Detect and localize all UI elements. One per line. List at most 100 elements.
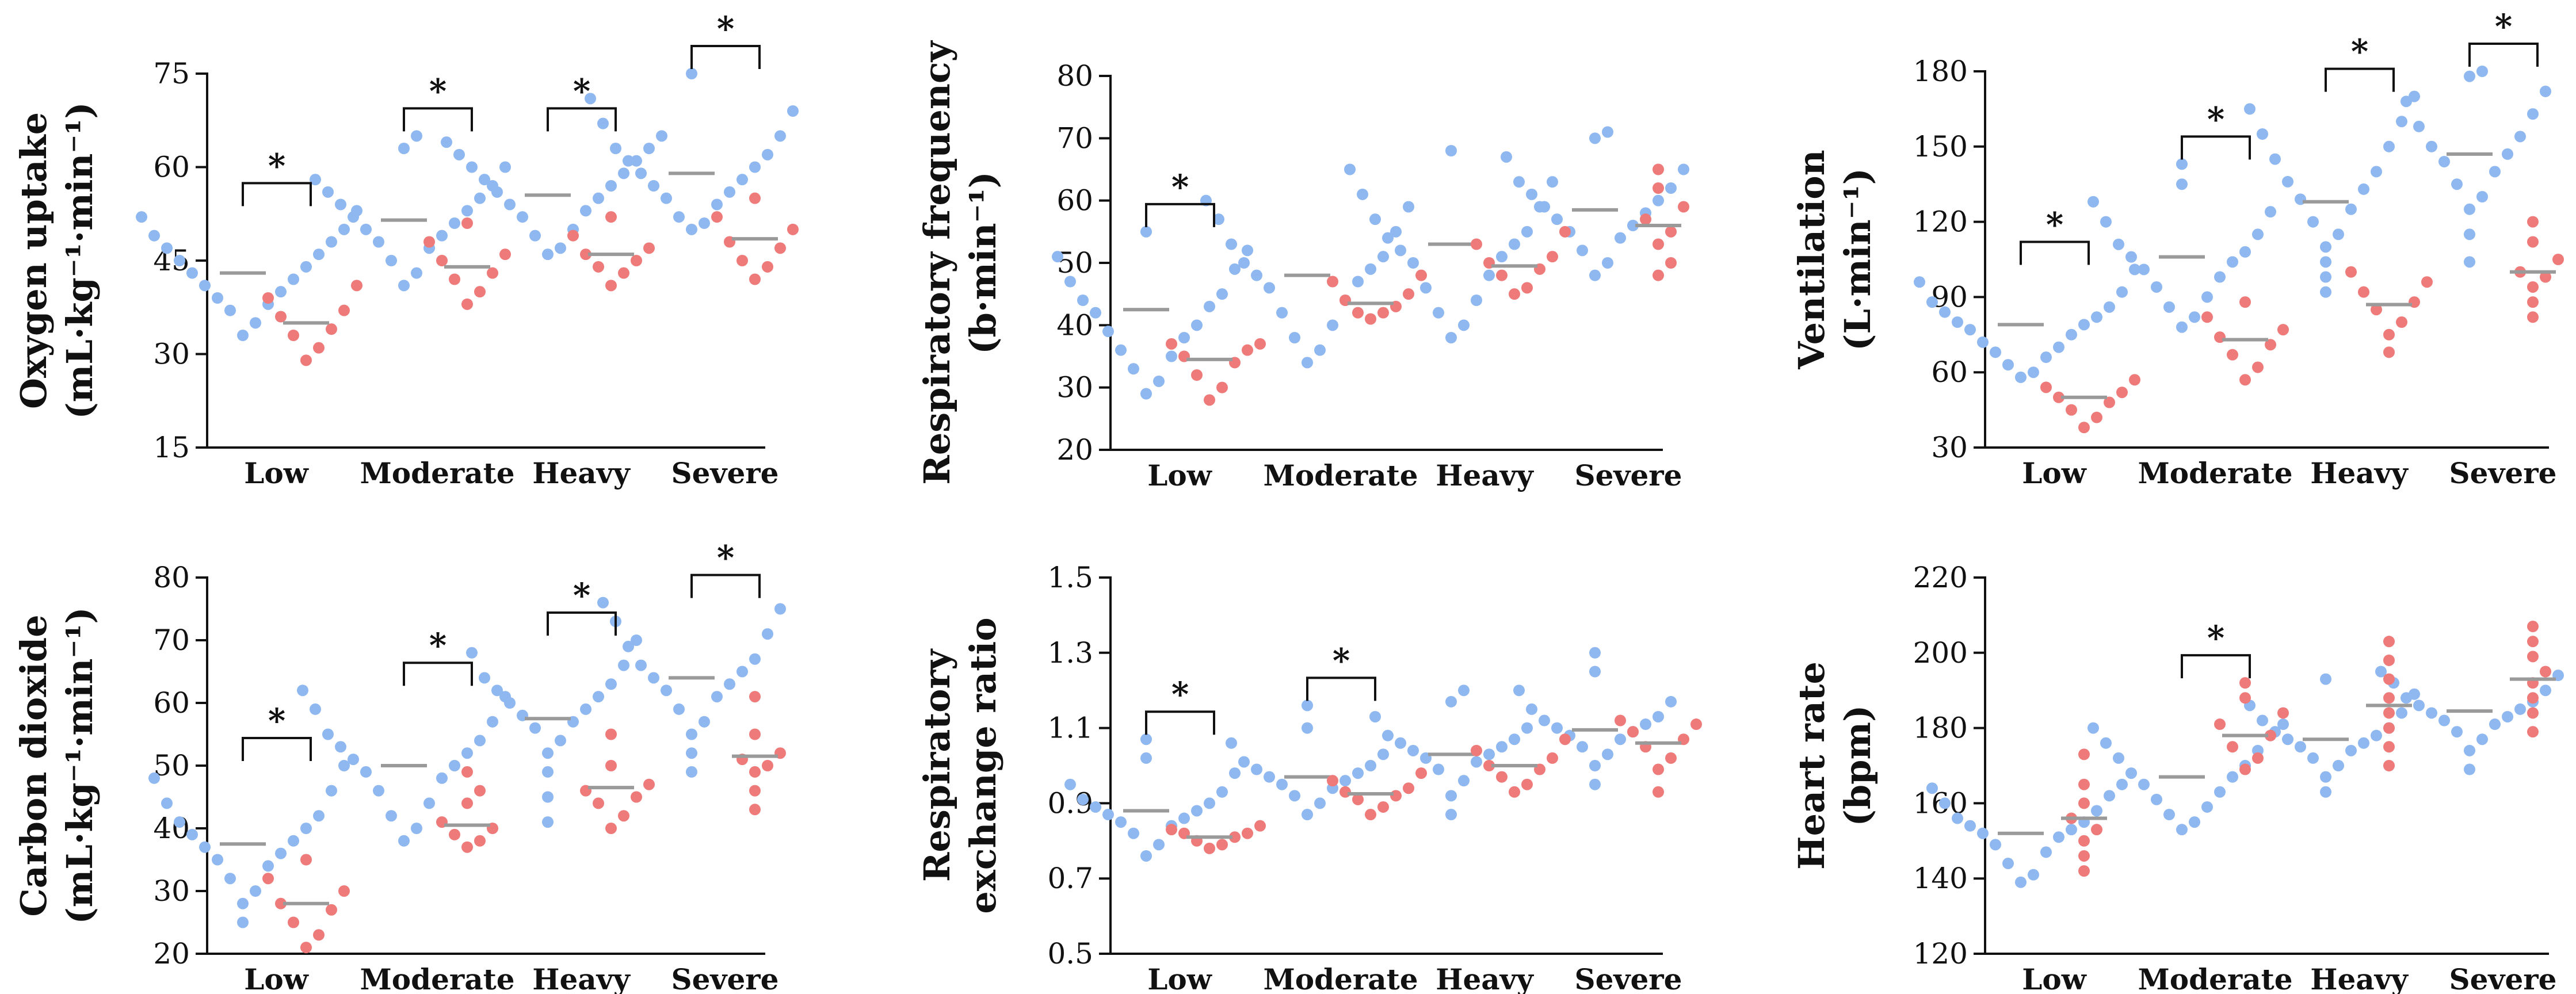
data-point (348, 211, 359, 223)
data-point (338, 885, 350, 897)
data-point (1140, 225, 1152, 238)
x-category-label: Moderate (360, 962, 514, 994)
data-point (338, 760, 350, 771)
data-point (161, 242, 173, 254)
data-point (2527, 621, 2539, 633)
data-point (338, 304, 350, 316)
data-point (2138, 778, 2150, 790)
data-point (2527, 726, 2539, 738)
data-point (2277, 707, 2289, 719)
data-point (2129, 374, 2140, 386)
y-axis-title: Carbon dioxide (13, 614, 55, 916)
data-point (580, 205, 591, 217)
data-point (1216, 786, 1228, 798)
data-point (1390, 225, 1402, 238)
data-point (2345, 744, 2357, 756)
data-point (487, 267, 498, 279)
data-point (1577, 244, 1588, 257)
significance-star: * (717, 9, 734, 48)
x-category-label: Severe (671, 962, 779, 994)
data-point (466, 161, 478, 173)
data-point (1521, 722, 1533, 734)
data-point (453, 148, 465, 160)
significance-star: * (268, 701, 285, 740)
data-point (1229, 263, 1241, 275)
data-point (504, 198, 516, 211)
data-point (1471, 756, 1482, 768)
data-point (1264, 282, 1275, 294)
data-point (1589, 132, 1601, 144)
data-point (1640, 213, 1651, 225)
data-point (224, 873, 236, 885)
data-point (711, 211, 723, 223)
data-point (2151, 793, 2162, 805)
data-point (673, 703, 685, 715)
data-point (499, 248, 511, 261)
data-point (1090, 307, 1101, 319)
data-point (762, 760, 773, 771)
data-point (2239, 763, 2251, 775)
data-point (2413, 120, 2425, 132)
data-point (1403, 782, 1414, 794)
significance-star: * (1333, 641, 1350, 680)
y-tick-label: 30 (153, 874, 190, 908)
significance-bracket (2468, 43, 2539, 67)
data-point (288, 835, 299, 847)
data-point (686, 747, 697, 759)
data-point (1577, 741, 1588, 753)
data-point (1365, 263, 1376, 275)
y-tick-label: 1.5 (1047, 561, 1093, 594)
data-point (2087, 722, 2099, 734)
data-point (610, 143, 621, 154)
data-point (1254, 338, 1266, 350)
data-point (2176, 178, 2188, 190)
data-point (1140, 733, 1152, 746)
data-point (398, 835, 410, 847)
significance-bracket (242, 737, 312, 761)
data-point (661, 685, 672, 697)
data-point (1653, 163, 1664, 175)
data-point (411, 130, 422, 142)
data-point (1521, 282, 1533, 294)
data-point (517, 211, 528, 223)
chart-heart-rate: 120140160180200220LowModerateHeavySevere… (1791, 561, 2564, 994)
data-point (441, 136, 452, 148)
data-point (635, 659, 647, 671)
data-point (1327, 775, 1338, 787)
data-point (1352, 276, 1364, 288)
data-point (1140, 388, 1152, 400)
data-point (1433, 763, 1444, 775)
data-point (1665, 752, 1677, 764)
data-point (1483, 760, 1495, 771)
y-tick-label: 220 (1913, 561, 1968, 594)
data-point (326, 785, 337, 797)
data-point (2257, 128, 2268, 140)
x-category-label: Severe (2449, 962, 2557, 994)
data-point (2514, 703, 2526, 715)
data-point (1551, 722, 1563, 734)
data-point (1547, 752, 1558, 764)
data-point (1939, 797, 1951, 809)
data-point (2104, 396, 2115, 408)
data-point (1302, 699, 1313, 712)
data-point (2091, 824, 2102, 836)
significance-star: * (429, 626, 446, 665)
data-point (542, 248, 554, 261)
data-point (1407, 257, 1419, 269)
y-axis-title: Respiratory (916, 648, 958, 882)
data-point (2227, 349, 2238, 361)
x-category-label: Heavy (532, 962, 631, 994)
data-point (373, 785, 384, 797)
significance-star: * (2351, 32, 2368, 71)
x-category-label: Moderate (360, 456, 514, 490)
data-point (2227, 741, 2238, 753)
data-point (2189, 816, 2200, 828)
data-point (1653, 710, 1664, 722)
data-point (1352, 307, 1364, 319)
data-point (2476, 191, 2488, 202)
data-point (2176, 824, 2188, 836)
data-point (1128, 363, 1139, 375)
data-point (1213, 213, 1224, 225)
data-point (1377, 801, 1389, 813)
data-point (335, 741, 346, 753)
